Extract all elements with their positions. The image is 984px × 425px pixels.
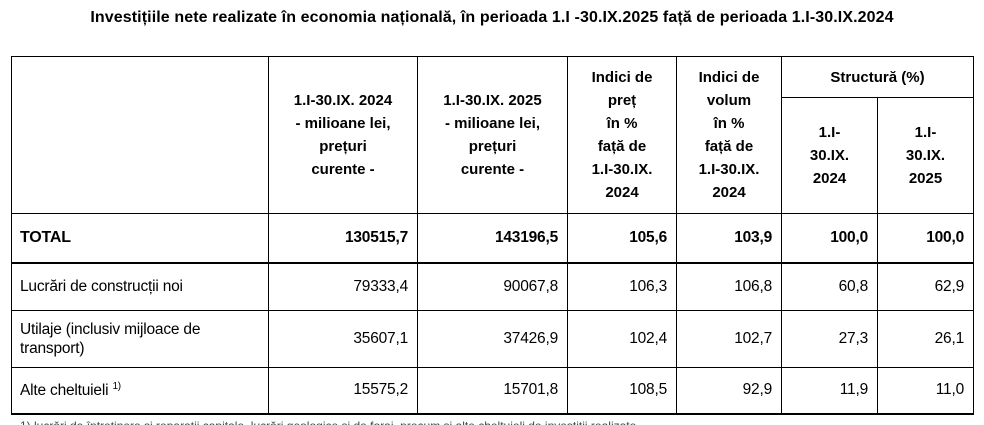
header-cell-structure-group: Structură (%) [781, 56, 974, 98]
footnote-reference: 1) [112, 380, 121, 392]
cell-v2024: 79333,4 [268, 262, 418, 311]
header-cell-label [11, 56, 269, 214]
header-cell-structure-2025: 1.I- 30.IX. 2025 [877, 97, 974, 214]
row-label-text: Alte cheltuieli [20, 381, 113, 399]
row-label: Lucrări de construcții noi [11, 262, 269, 311]
cell-struct-2024: 27,3 [781, 310, 878, 368]
header-cell-price-index: Indici de preț în % față de 1.I-30.IX. 2… [567, 56, 677, 214]
table-row-utilaje: Utilaje (inclusiv mijloace de transport)… [11, 310, 974, 368]
table-row-alte-cheltuieli: Alte cheltuieli 1) 15575,2 15701,8 108,5… [11, 367, 974, 414]
cell-price-index: 105,6 [567, 213, 677, 264]
cell-volume-index: 102,7 [676, 310, 782, 368]
header-cell-structure-2024: 1.I- 30.IX. 2024 [781, 97, 878, 214]
cell-v2024: 35607,1 [268, 310, 418, 368]
cell-volume-index: 92,9 [676, 367, 782, 414]
header-row-sub: 1.I- 30.IX. 2024 1.I- 30.IX. 2025 [12, 97, 974, 214]
footnote-text: 1) lucrări de întreținere și reparații c… [20, 419, 974, 425]
cell-v2025: 90067,8 [417, 262, 568, 311]
cell-struct-2024: 60,8 [781, 262, 878, 311]
cell-struct-2025: 62,9 [877, 262, 974, 311]
footnote-clipped: 1) lucrări de întreținere și reparații c… [20, 419, 974, 425]
cell-price-index: 108,5 [567, 367, 677, 414]
cell-price-index: 106,3 [567, 262, 677, 311]
cell-struct-2025: 26,1 [877, 310, 974, 368]
table-row-constructii: Lucrări de construcții noi 79333,4 90067… [11, 262, 974, 311]
cell-v2024: 15575,2 [268, 367, 418, 414]
row-label: TOTAL [11, 213, 269, 264]
cell-v2025: 143196,5 [417, 213, 568, 264]
cell-v2025: 37426,9 [417, 310, 568, 368]
header-cell-2025-milioane: 1.I-30.IX. 2025 - milioane lei, prețuri … [417, 56, 568, 214]
cell-struct-2025: 100,0 [877, 213, 974, 264]
row-label: Utilaje (inclusiv mijloace de transport) [11, 310, 269, 368]
header-row-top: 1.I-30.IX. 2024 - milioane lei, prețuri … [11, 56, 974, 214]
table-row-total: TOTAL 130515,7 143196,5 105,6 103,9 100,… [11, 213, 974, 264]
row-label: Alte cheltuieli 1) [11, 367, 269, 414]
page-title: Investițiile nete realizate în economia … [90, 9, 894, 26]
cell-struct-2025: 11,0 [877, 367, 974, 414]
cell-v2024: 130515,7 [268, 213, 418, 264]
cell-volume-index: 103,9 [676, 213, 782, 264]
header-cell-2024-milioane: 1.I-30.IX. 2024 - milioane lei, prețuri … [268, 56, 418, 214]
cell-struct-2024: 100,0 [781, 213, 878, 264]
cell-struct-2024: 11,9 [781, 367, 878, 414]
cell-price-index: 102,4 [567, 310, 677, 368]
cell-v2025: 15701,8 [417, 367, 568, 414]
investments-table: 1.I-30.IX. 2024 - milioane lei, prețuri … [11, 56, 974, 415]
cell-volume-index: 106,8 [676, 262, 782, 311]
header-cell-volume-index: Indici de volum în % față de 1.I-30.IX. … [676, 56, 782, 214]
